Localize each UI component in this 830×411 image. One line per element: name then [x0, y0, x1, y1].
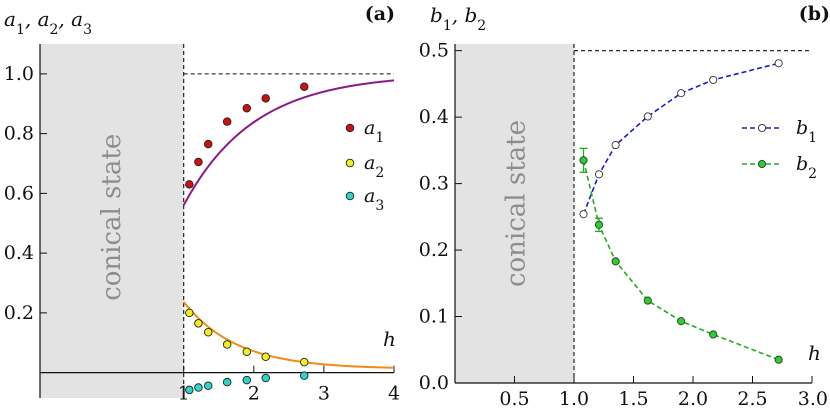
- data-points-b: [579, 59, 783, 364]
- data-point-b2: [677, 317, 686, 326]
- y-tick-label-b: 0.4: [419, 106, 449, 128]
- conical-region-b: [455, 44, 574, 383]
- conical-state-label-b: conical state: [502, 120, 532, 287]
- data-point-a2: [242, 347, 252, 356]
- data-point-a3: [300, 371, 309, 380]
- data-point-a2: [300, 357, 309, 367]
- data-points-a: [185, 82, 309, 395]
- y-tick-label-a: 1.0: [4, 63, 34, 85]
- legend-marker-b1: [757, 123, 767, 133]
- legend-marker-b2: [757, 159, 767, 169]
- data-point-b2: [594, 220, 604, 229]
- data-point-b1: [594, 170, 604, 179]
- data-point-b1: [774, 59, 783, 68]
- conical-region-a: [40, 44, 184, 398]
- legend-marker-a2: [345, 158, 355, 168]
- y-tick-label-b: 0.3: [419, 173, 449, 195]
- legend-marker-a1: [345, 123, 355, 133]
- reference-lines-a: [183, 44, 394, 398]
- data-point-a3: [242, 375, 252, 385]
- fit-curve-a2: [182, 301, 395, 369]
- y-tick-label-a: 0.6: [4, 182, 34, 204]
- data-point-b2: [611, 257, 620, 266]
- y-tick-label-b: 0.1: [419, 306, 449, 328]
- y-tick-label-a: 0.8: [4, 123, 34, 145]
- data-point-a3: [194, 383, 203, 392]
- y-tick-label-b: 0.0: [419, 372, 449, 394]
- data-point-b1: [709, 75, 718, 84]
- y-axis-title-b: b1, b2: [430, 3, 486, 34]
- panel-label-a: (a): [365, 3, 395, 25]
- legend-marker-a3: [345, 191, 355, 201]
- ticks-a: 0.20.40.60.81.01 2 3 4: [4, 63, 400, 405]
- data-point-a1: [185, 180, 194, 189]
- y-tick-label-a: 0.4: [4, 242, 34, 264]
- data-point-a1: [203, 139, 213, 149]
- data-point-a2: [203, 328, 213, 337]
- x-tick-label-a: 2: [248, 383, 260, 405]
- legend-label-a1: a1: [364, 117, 384, 146]
- y-axis-title-a: a1, a2, a3: [4, 7, 92, 38]
- legend-label-a2: a2: [364, 152, 384, 181]
- fit-curve-a1: [182, 79, 395, 206]
- legend-label-b2: b2: [796, 153, 817, 182]
- data-point-a2: [261, 352, 270, 362]
- x-tick-label-b: 3.0: [798, 388, 828, 406]
- data-point-a1: [242, 103, 252, 113]
- data-point-b1: [579, 210, 588, 219]
- x-tick-label-b: 2.0: [678, 388, 708, 406]
- legend-a: a1 a2 a3: [345, 117, 384, 214]
- y-tick-label-a: 0.2: [4, 302, 34, 324]
- data-point-a2: [222, 340, 232, 349]
- data-point-a3: [185, 385, 194, 395]
- conical-state-label-a: conical state: [97, 134, 127, 301]
- panel-b: conical state 0.0 0.1 0.2 0.3 0.4 0.5 0.5 1.0 1.…: [419, 3, 830, 410]
- axes-a: [39, 44, 394, 398]
- data-point-b1: [643, 112, 652, 121]
- x-tick-label-b: 1.5: [618, 388, 648, 406]
- data-point-b2: [643, 296, 652, 305]
- x-tick-label-b: 1.0: [559, 388, 589, 406]
- x-axis-title-a: h: [383, 327, 396, 351]
- data-point-a2: [185, 308, 194, 318]
- x-axis-title-b: h: [808, 341, 821, 365]
- data-point-a3: [261, 373, 270, 383]
- data-point-b2: [709, 330, 718, 339]
- legend-label-a3: a3: [364, 185, 384, 214]
- ticks-b: 0.0 0.1 0.2 0.3 0.4 0.5 0.5 1.0 1.5 2.0 2.5 3.0: [419, 40, 828, 410]
- fit-curves-a: [182, 79, 395, 369]
- data-point-a1: [222, 117, 232, 126]
- y-tick-label-b: 0.2: [419, 239, 449, 261]
- data-point-b1: [611, 140, 620, 150]
- legend-label-b1: b1: [796, 117, 817, 146]
- data-point-b1: [677, 89, 686, 98]
- x-tick-label-b: 2.5: [737, 388, 767, 406]
- data-point-a3: [203, 381, 213, 391]
- series-lines-b: [582, 62, 779, 361]
- panel-a: conical state 0.20.40.60.81.01 2 3 4 a1a2a3…: [4, 3, 400, 405]
- data-point-b2: [774, 355, 783, 364]
- data-point-a3: [222, 377, 232, 387]
- y-tick-label-b: 0.5: [419, 40, 449, 62]
- data-point-b2: [579, 156, 588, 165]
- data-point-a1: [194, 157, 203, 167]
- panel-label-b: (b): [799, 3, 830, 25]
- data-point-a1: [300, 82, 309, 91]
- data-point-a1: [261, 94, 270, 103]
- x-tick-label-a: 4: [388, 383, 400, 405]
- series-line-b1: [582, 62, 779, 215]
- x-tick-label-b: 0.5: [499, 388, 529, 406]
- x-tick-label-a: 3: [318, 383, 330, 405]
- reference-lines-b: [573, 44, 812, 383]
- data-point-a2: [194, 319, 203, 328]
